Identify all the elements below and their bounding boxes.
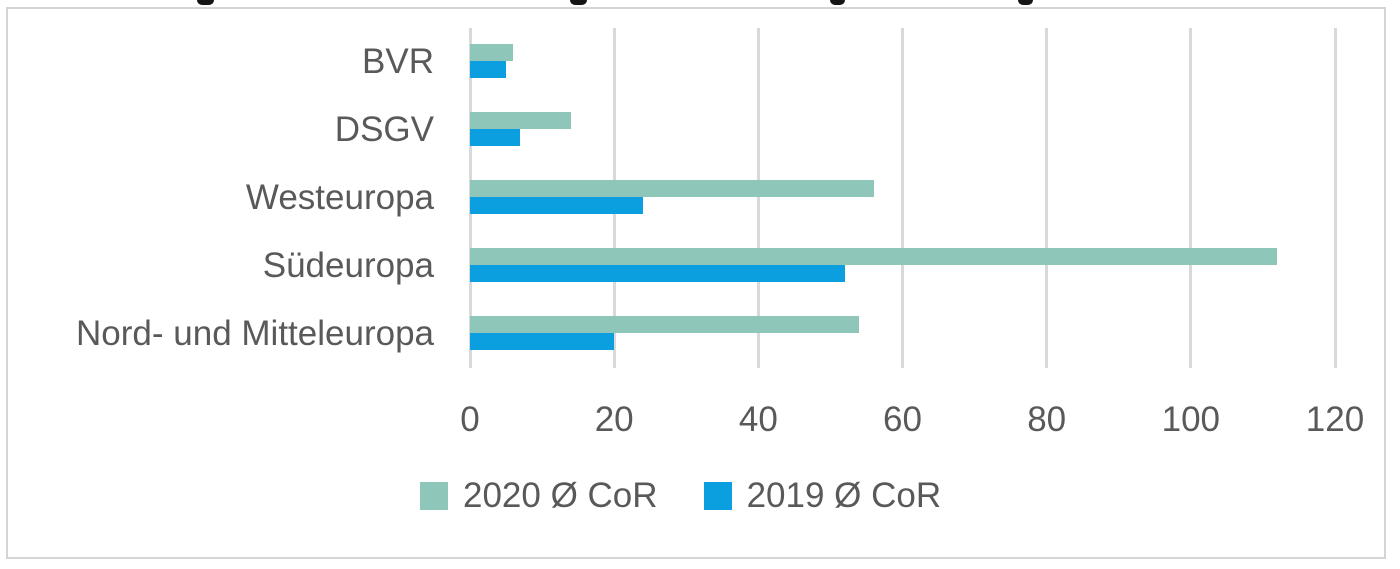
legend-item-2020-cor: 2020 Ø CoR: [420, 476, 658, 516]
bar-2019-cor-bvr: [470, 61, 507, 78]
category-label-nord-und-mitteleuropa: Nord- und Mitteleuropa: [76, 314, 434, 353]
category-label-s-deuropa: Südeuropa: [262, 246, 434, 285]
gridline-100: [1189, 28, 1193, 368]
category-label-westeuropa: Westeuropa: [245, 178, 434, 217]
x-tick-label-120: 120: [1305, 400, 1365, 439]
bar-2020-cor-dsgv: [470, 112, 571, 129]
cropped-title-fragment: [830, 0, 845, 5]
category-label-bvr: BVR: [362, 42, 434, 81]
cropped-title-fragment: [1018, 0, 1033, 5]
chart-card: [6, 7, 1386, 559]
bar-2020-cor-nord-und-mitteleuropa: [470, 316, 860, 333]
bar-2020-cor-westeuropa: [470, 180, 874, 197]
x-tick-label-80: 80: [1027, 400, 1067, 439]
x-tick-label-0: 0: [460, 400, 480, 439]
bar-2020-cor-bvr: [470, 44, 514, 61]
bar-2019-cor-nord-und-mitteleuropa: [470, 333, 615, 350]
legend-label-2019-cor: 2019 Ø CoR: [746, 476, 942, 515]
gridline-80: [1045, 28, 1049, 368]
category-label-dsgv: DSGV: [334, 110, 434, 149]
gridline-40: [756, 28, 760, 368]
bar-2019-cor-s-deuropa: [470, 265, 845, 282]
x-tick-label-20: 20: [594, 400, 634, 439]
legend-label-2020-cor: 2020 Ø CoR: [463, 476, 658, 515]
gridline-60: [901, 28, 904, 368]
cropped-title-fragment: [570, 0, 587, 5]
gridline-120: [1333, 28, 1337, 368]
chart-legend: 2020 Ø CoR 2019 Ø CoR: [420, 476, 941, 516]
x-tick-label-60: 60: [883, 400, 922, 439]
bar-2019-cor-westeuropa: [470, 197, 643, 214]
x-tick-label-100: 100: [1161, 400, 1221, 439]
bar-2019-cor-dsgv: [470, 129, 521, 146]
legend-swatch-2020-cor: [420, 482, 448, 510]
legend-swatch-2019-cor: [703, 482, 732, 510]
bar-2020-cor-s-deuropa: [470, 248, 1278, 265]
x-tick-label-40: 40: [738, 400, 778, 439]
legend-item-2019-cor: 2019 Ø CoR: [703, 476, 942, 516]
cropped-title-fragment: [197, 0, 214, 5]
